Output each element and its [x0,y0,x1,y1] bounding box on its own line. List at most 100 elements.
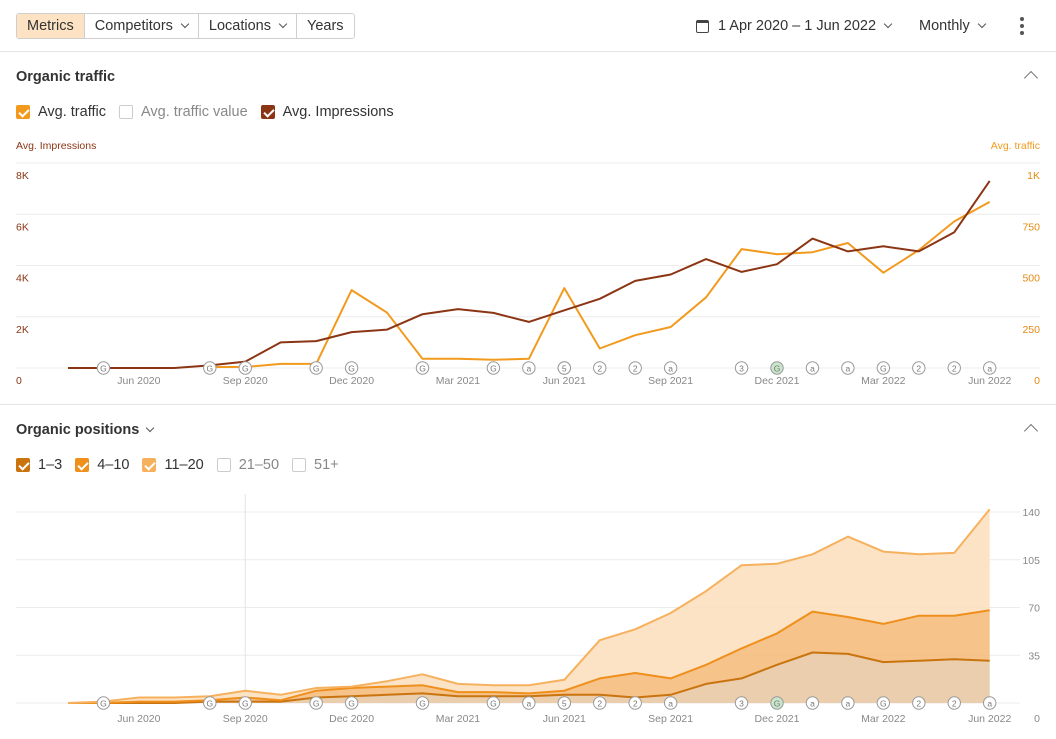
legend-pos-51-plus[interactable]: 51+ [292,457,339,473]
marker-label: a [846,363,851,373]
marker-label: G [419,698,426,708]
series-line-avg-traffic [209,201,991,368]
x-tick-label: Jun 2022 [968,375,1011,387]
annotation-marker: 5 [557,696,571,710]
marker-label: G [100,698,107,708]
annotation-marker: 5 [557,361,571,375]
annotation-marker: a [983,696,997,710]
checkbox-avg-impressions[interactable] [260,105,275,119]
x-tick-label: Dec 2020 [329,713,374,725]
calendar-icon [696,19,709,33]
tab-competitors[interactable]: Competitors [84,14,199,38]
legend-pos-21-50-label: 21–50 [238,457,280,473]
marker-label: a [987,363,992,373]
marker-circle [96,361,111,375]
marker-label: G [490,698,497,708]
organic-traffic-title-text: Organic traffic [16,69,116,85]
annotation-marker: a [805,361,820,375]
marker-label: G [100,363,107,373]
x-tick-label: Jun 2022 [968,713,1011,725]
checkbox-avg-traffic-value[interactable] [118,105,133,119]
marker-circle [522,361,536,375]
x-tick-label: Sep 2021 [648,375,693,387]
checkbox-pos-21-50[interactable] [216,458,231,472]
marker-label: G [242,363,249,373]
interval-label: Monthly [919,18,970,34]
annotation-marker: 2 [912,696,926,710]
legend-avg-traffic-value-label: Avg. traffic value [140,104,248,120]
organic-traffic-legend: Avg. traffic Avg. traffic value Avg. Imp… [16,104,407,120]
marker-label: G [880,363,887,373]
marker-circle [734,361,749,375]
annotation-marker: G [309,696,323,710]
marker-circle [628,361,642,375]
annotation-marker: G [96,696,111,710]
annotation-marker: G [876,696,891,710]
marker-label: a [668,698,673,708]
marker-circle [663,696,678,710]
tab-locations[interactable]: Locations [198,14,297,38]
marker-label: G [419,363,426,373]
checkbox-pos-51-plus[interactable] [292,458,307,472]
area-fill-1–3 [68,652,990,703]
marker-circle [238,361,252,375]
marker-label: 5 [562,363,567,373]
marker-label: a [668,363,673,373]
marker-circle [486,361,501,375]
kebab-menu-icon[interactable] [1016,17,1028,35]
legend-pos-11-20[interactable]: 11–20 [142,457,204,473]
legend-avg-traffic[interactable]: Avg. traffic [16,104,106,120]
annotation-marker: 2 [593,696,607,710]
marker-label: 2 [916,363,921,373]
marker-circle [344,361,359,375]
tab-years[interactable]: Years [296,14,354,38]
marker-circle [983,696,997,710]
x-tick-label: Jun 2021 [543,713,586,725]
organic-traffic-title: Organic traffic [16,69,115,85]
collapse-icon[interactable] [1023,70,1039,86]
annotation-marker: 2 [912,361,926,375]
marker-label: G [880,698,887,708]
y-right-tick-label: 500 [1022,273,1040,285]
y-left-tick-label: 2K [16,324,29,336]
chevron-down-icon [146,423,155,433]
annotation-marker: G [770,696,784,710]
y-right-tick-label: 0 [1034,375,1040,387]
marker-circle [309,361,323,375]
y-left-tick-label: 0 [16,375,22,387]
annotation-marker: G [309,361,323,375]
marker-label: a [810,698,815,708]
annotation-marker: G [238,696,252,710]
checkbox-pos-4-10[interactable] [75,458,90,472]
marker-circle [557,696,571,710]
legend-avg-traffic-label: Avg. traffic [38,104,106,120]
annotation-marker: 2 [947,696,961,710]
marker-label: G [348,363,355,373]
checkbox-pos-1-3[interactable] [16,458,30,472]
annotation-marker: a [841,696,855,710]
marker-label: 2 [597,363,602,373]
annotation-marker: 2 [628,696,642,710]
legend-avg-impressions[interactable]: Avg. Impressions [260,104,394,120]
annotation-marker: G [344,361,359,375]
area-line-4–10 [68,609,990,704]
marker-circle [912,696,926,710]
legend-pos-4-10[interactable]: 4–10 [75,457,129,473]
annotation-marker: G [344,696,359,710]
tab-metrics[interactable]: Metrics [17,14,85,38]
marker-circle [805,361,820,375]
interval-dropdown[interactable]: Monthly [919,16,987,36]
organic-positions-title[interactable]: Organic positions [16,422,155,438]
legend-avg-traffic-value[interactable]: Avg. traffic value [118,104,248,120]
chevron-down-icon [883,19,893,29]
collapse-icon[interactable] [1023,423,1039,439]
legend-pos-21-50[interactable]: 21–50 [216,457,280,473]
checkbox-avg-traffic[interactable] [16,105,30,119]
legend-pos-1-3[interactable]: 1–3 [16,457,62,473]
date-range-picker[interactable]: 1 Apr 2020 – 1 Jun 2022 [696,16,893,36]
annotation-marker: 2 [593,361,607,375]
tab-locations-label: Locations [208,18,271,34]
checkbox-pos-11-20[interactable] [142,458,157,472]
annotation-marker: G [238,361,252,375]
